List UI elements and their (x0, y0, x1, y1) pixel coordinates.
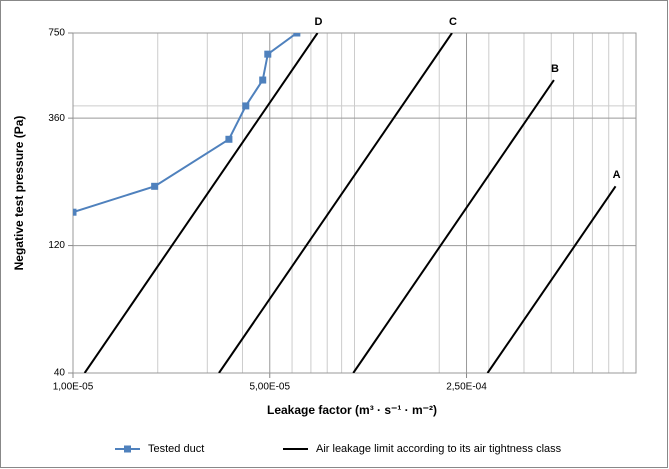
legend-label: Tested duct (148, 443, 204, 455)
y-tick-label: 40 (54, 368, 66, 379)
x-tick-label: 2,50E-04 (446, 382, 487, 393)
y-axis-title: Negative test pressure (Pa) (12, 116, 26, 271)
marker (242, 102, 250, 110)
marker (264, 50, 272, 58)
line-label: A (613, 169, 621, 181)
marker (259, 76, 267, 84)
line-label: B (551, 63, 559, 75)
legend-label: Air leakage limit according to its air t… (316, 443, 562, 455)
marker (73, 208, 77, 216)
y-tick-label: 120 (48, 240, 65, 251)
y-tick-label: 360 (48, 113, 65, 124)
y-tick-label: 750 (48, 28, 65, 39)
limit-line (83, 33, 319, 373)
limit-line (486, 185, 617, 373)
x-tick-label: 1,00E-05 (53, 382, 94, 393)
plot-content (73, 33, 617, 373)
line-label: D (315, 16, 323, 28)
legend-swatch (124, 445, 131, 453)
marker (293, 33, 301, 37)
marker (225, 135, 233, 143)
limit-line (218, 33, 453, 373)
x-axis-title: Leakage factor (m³ · s⁻¹ · m⁻²) (267, 403, 437, 417)
x-tick-label: 5,00E-05 (249, 382, 290, 393)
limit-line (352, 79, 555, 373)
marker (151, 182, 159, 190)
line-label: C (449, 16, 457, 28)
